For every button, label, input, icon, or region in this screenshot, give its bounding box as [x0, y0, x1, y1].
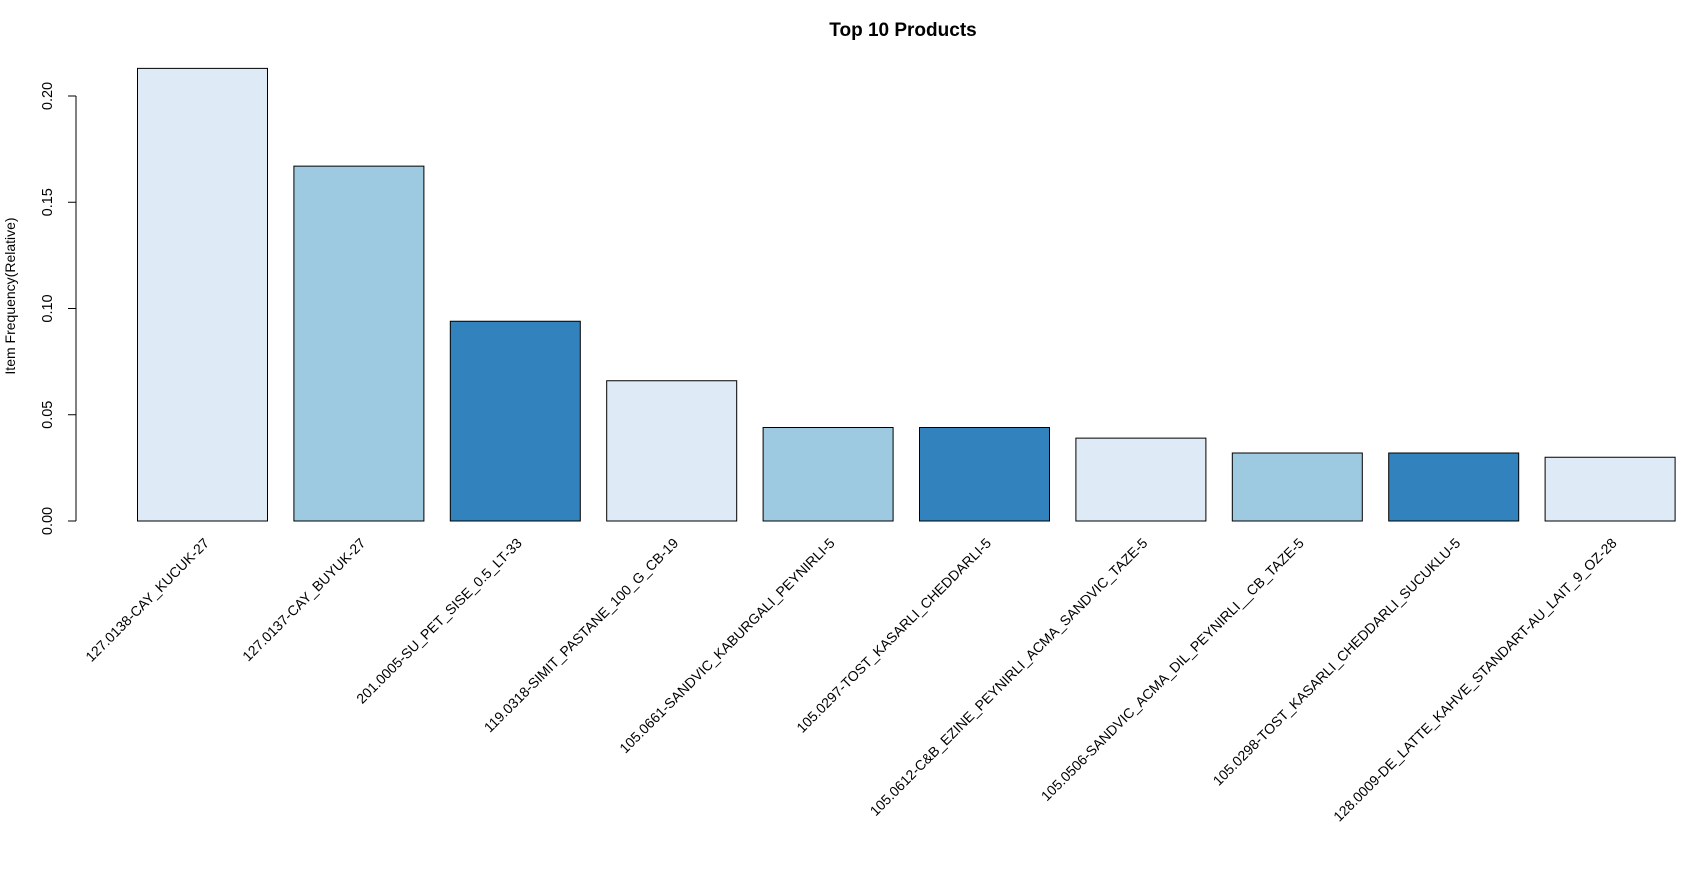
- x-category-label: 105.0298-TOST_KASARLI_CHEDDARLI_SUCUKLU-…: [1210, 535, 1464, 789]
- y-tick-label: 0.10: [40, 294, 56, 322]
- bar: [606, 380, 738, 522]
- x-category-label: 127.0137-CAY_BUYUK-27: [239, 535, 369, 665]
- bar: [449, 320, 581, 522]
- x-category-label: 105.0506-SANDVIC_ACMA_DIL_PEYNIRLI__CB_T…: [1038, 535, 1307, 804]
- y-axis: 0.00 0.05 0.10 0.15 0.20: [40, 82, 77, 535]
- y-tick-label: 0.20: [40, 82, 56, 110]
- category-labels: 127.0138-CAY_KUCUK-27 127.0137-CAY_BUYUK-…: [82, 535, 1620, 825]
- bar: [1388, 452, 1520, 522]
- bar: [293, 165, 425, 522]
- bar: [1544, 456, 1676, 522]
- bar: [919, 427, 1050, 522]
- x-category-label: 105.0297-TOST_KASARLI_CHEDDARLI-5: [793, 535, 994, 736]
- x-category-label: 127.0138-CAY_KUCUK-27: [82, 535, 212, 665]
- y-tick-label: 0.15: [40, 188, 56, 216]
- x-category-label: 201.0005-SU_PET_SISE_0.5_LT-33: [353, 535, 525, 707]
- x-category-label: 105.0612-C&B_EZINE_PEYNIRLI_ACMA_SANDVIC…: [866, 535, 1150, 819]
- x-category-label: 119.0318-SIMIT_PASTANE_100_G_CB-19: [481, 535, 682, 736]
- bar-series: [137, 67, 1676, 522]
- y-axis-label: Item Frequency(Relative): [2, 217, 18, 374]
- y-tick-label: 0.05: [40, 401, 56, 429]
- x-category-label: 128.0009-DE_LATTE_KAHVE_STANDART-AU_LAIT…: [1330, 535, 1620, 825]
- bar: [1075, 437, 1207, 522]
- bar: [1231, 452, 1363, 522]
- bar: [137, 67, 268, 522]
- y-tick-label: 0.00: [40, 507, 56, 535]
- chart-title: Top 10 Products: [829, 20, 976, 41]
- bar: [762, 427, 894, 522]
